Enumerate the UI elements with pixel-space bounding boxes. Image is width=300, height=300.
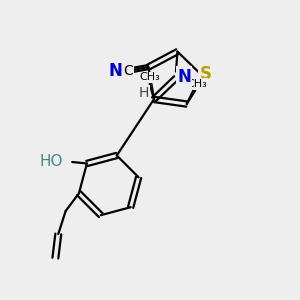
Text: CH₃: CH₃ bbox=[139, 72, 160, 82]
Text: HO: HO bbox=[40, 154, 63, 169]
Text: CH₃: CH₃ bbox=[186, 79, 207, 89]
Text: C: C bbox=[124, 64, 133, 79]
Text: H: H bbox=[138, 86, 149, 100]
Text: N: N bbox=[109, 62, 122, 80]
Text: S: S bbox=[200, 65, 211, 83]
Text: N: N bbox=[177, 68, 191, 86]
